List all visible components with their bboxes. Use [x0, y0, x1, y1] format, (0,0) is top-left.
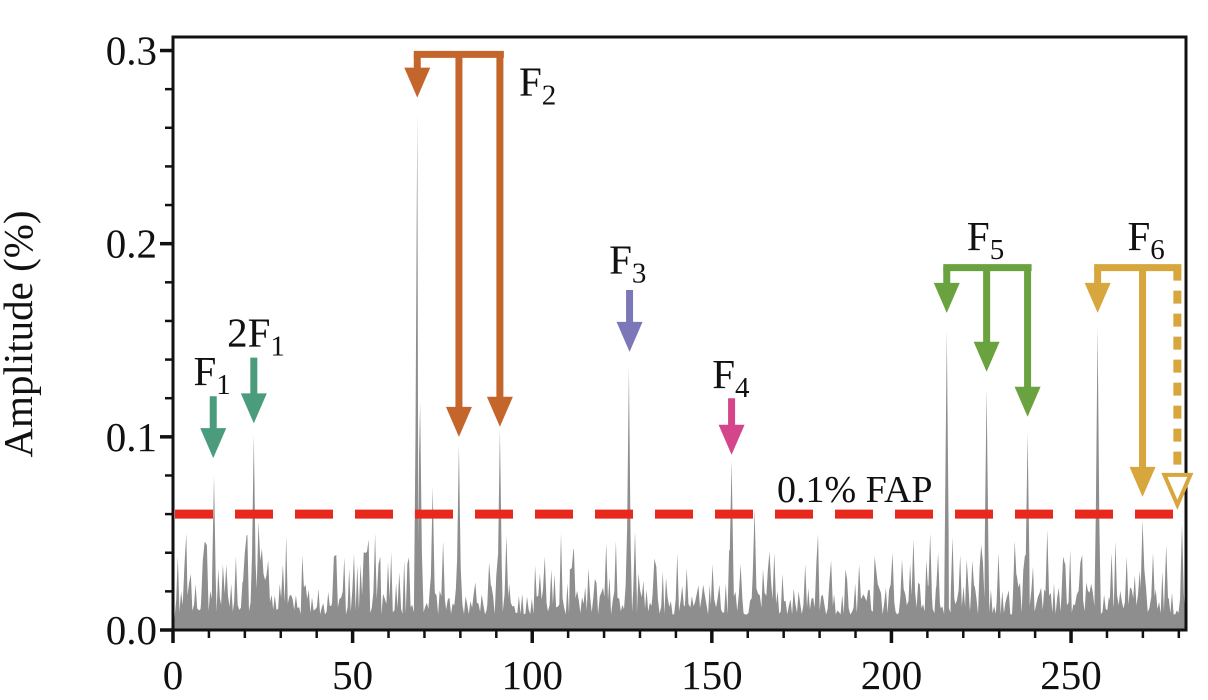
arrowhead [1014, 386, 1041, 417]
annotation-F6: F6 [1084, 213, 1194, 510]
y-axis-title: Amplitude (%) [0, 210, 41, 457]
annotation-label: F5 [967, 213, 1004, 266]
arrowhead [200, 428, 227, 459]
annotation-F2: F2 [404, 50, 556, 437]
annotation-label: F6 [1127, 213, 1164, 266]
arrowhead [1161, 472, 1194, 510]
x-tick-label: 150 [681, 652, 743, 698]
arrowhead [1084, 282, 1111, 313]
annotation-label: F4 [712, 351, 750, 404]
y-tick-label: 0.2 [106, 221, 157, 267]
y-tick-label: 0.0 [106, 607, 157, 653]
annotation-F4: F4 [712, 351, 750, 455]
arrowhead [616, 321, 643, 352]
x-tick-label: 50 [332, 652, 373, 698]
arrowhead [973, 341, 1000, 372]
plot-background [173, 37, 1186, 630]
annotation-label: F2 [519, 58, 556, 111]
annotation-label: F1 [193, 348, 230, 401]
arrowhead [933, 282, 960, 313]
plot-border [171, 35, 1188, 632]
x-tick-label: 100 [501, 652, 563, 698]
annotation-2F1: 2F1 [227, 310, 285, 424]
annotation-F1: F1 [193, 348, 231, 459]
arrowhead [445, 406, 472, 437]
annotation-label: 2F1 [227, 310, 285, 363]
x-tick-label: 0 [163, 652, 184, 698]
y-tick-label: 0.1 [106, 414, 157, 460]
arrowhead [718, 424, 745, 455]
arrowhead [1129, 466, 1156, 497]
y-tick-label: 0.3 [106, 28, 157, 74]
x-tick-label: 200 [861, 652, 923, 698]
annotation-F5: F5 [933, 213, 1041, 417]
annotation-F3: F3 [609, 237, 646, 352]
arrowhead [240, 393, 267, 424]
x-tick-label: 250 [1040, 652, 1102, 698]
annotation-label: F3 [609, 237, 646, 290]
fap-threshold-label: 0.1% FAP [777, 469, 933, 511]
arrowhead [486, 396, 513, 427]
arrowhead [404, 67, 431, 98]
